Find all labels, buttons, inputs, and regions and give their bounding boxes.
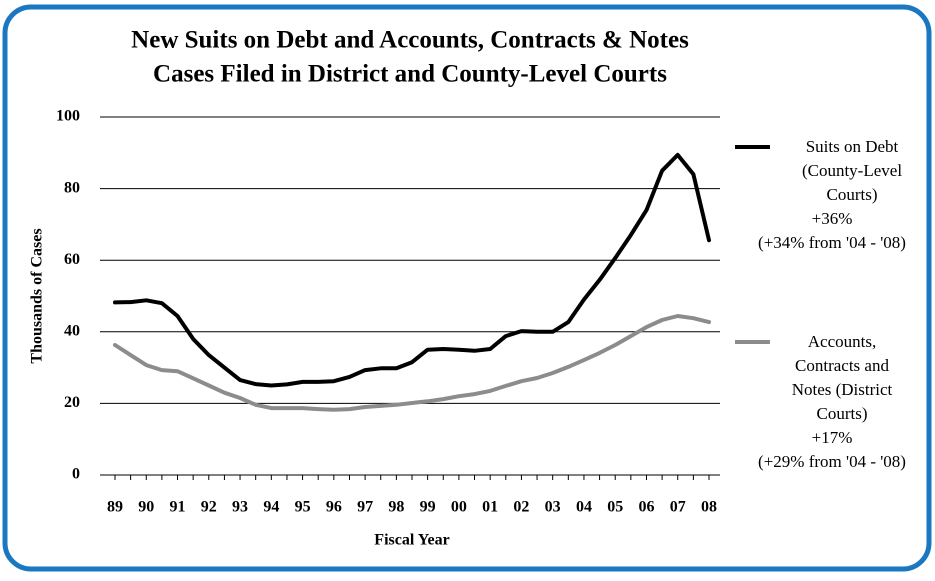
x-tick-label: 96	[326, 499, 342, 516]
x-tick-label: 01	[482, 499, 498, 516]
x-tick-label: 05	[607, 499, 623, 516]
frame	[2, 4, 932, 572]
y-tick-label: 20	[64, 394, 80, 411]
x-tick-label: 07	[670, 499, 686, 516]
y-tick-label: 80	[64, 179, 80, 196]
y-axis-title: Thousands of Cases	[29, 228, 46, 363]
series-line	[113, 152, 711, 388]
legend-name: Accounts, Contracts and Notes (District …	[791, 332, 893, 423]
x-tick-label: 97	[357, 499, 373, 516]
legend-change: +17%	[811, 428, 853, 447]
y-tick-label: 100	[56, 108, 80, 125]
x-tick-label: 00	[451, 499, 467, 516]
x-tick-label: 93	[232, 499, 248, 516]
chart-subtitle: Cases Filed in District and County-Level…	[153, 61, 667, 88]
x-tick-label: 92	[201, 499, 217, 516]
y-tick-label: 60	[64, 251, 80, 268]
x-tick-label: 98	[388, 499, 404, 516]
x-tick-label: 90	[138, 499, 154, 516]
legend-change: +36%	[811, 209, 853, 228]
x-tick-label: 04	[576, 499, 592, 516]
chart-title: New Suits on Debt and Accounts, Contract…	[131, 27, 689, 54]
x-tick-label: 08	[701, 499, 717, 516]
legend-name: Suits on Debt (County-Level Courts)	[801, 137, 903, 204]
series-line	[113, 314, 711, 412]
x-tick-label: 06	[638, 499, 654, 516]
y-tick-label: 40	[64, 322, 80, 339]
x-tick-label: 03	[545, 499, 561, 516]
x-tick-label: 99	[420, 499, 436, 516]
y-tick-label: 0	[72, 466, 80, 483]
legend-entry: Accounts, Contracts and Notes (District …	[752, 330, 912, 474]
legend-note: (+29% from '04 - '08)	[758, 452, 906, 471]
x-tick-label: 91	[170, 499, 186, 516]
legend-entry: Suits on Debt (County-Level Courts) +36% (…	[752, 135, 912, 255]
x-tick-label: 95	[295, 499, 311, 516]
legend-note: (+34% from '04 - '08)	[758, 233, 906, 252]
x-tick-label: 02	[513, 499, 529, 516]
x-tick-label: 94	[263, 499, 279, 516]
x-axis-title: Fiscal Year	[374, 532, 449, 549]
x-tick-label: 89	[107, 499, 123, 516]
